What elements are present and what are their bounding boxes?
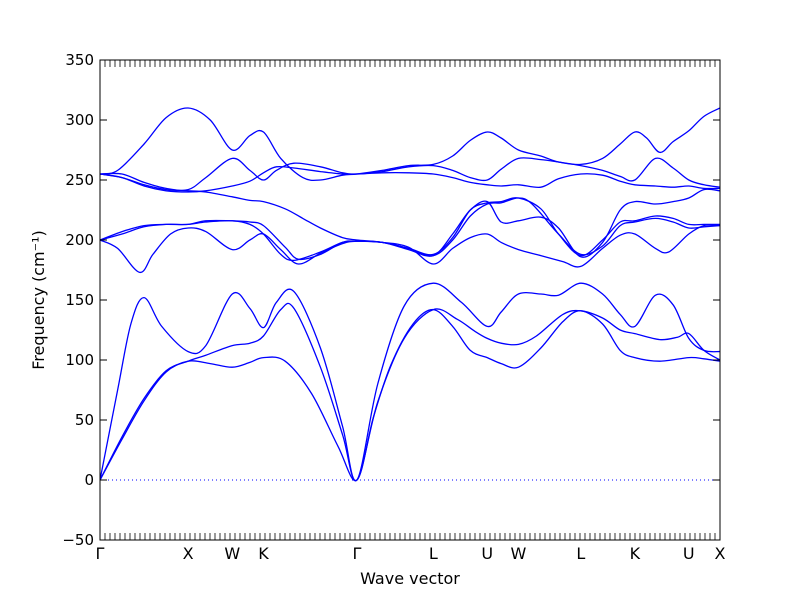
x-tick-label: Γ — [96, 544, 105, 563]
x-tick-label: K — [258, 544, 269, 563]
branch-line-1 — [100, 308, 720, 482]
y-tick-label: 200 — [65, 231, 94, 249]
y-tick-label: 250 — [65, 171, 94, 189]
branch-line-4 — [100, 224, 720, 274]
x-tick-label: X — [183, 544, 194, 563]
plot-frame — [99, 59, 721, 541]
x-tick-label: L — [429, 544, 438, 563]
branch-line-10 — [100, 107, 720, 182]
y-axis-label: Frequency (cm⁻¹) — [29, 230, 48, 369]
branch-line-2 — [100, 302, 720, 482]
y-tick-label: 0 — [84, 471, 94, 489]
x-tick-label: W — [224, 544, 240, 563]
x-tick-label: U — [683, 544, 695, 563]
y-tick-label: 300 — [65, 111, 94, 129]
y-tick-label: 50 — [75, 411, 94, 429]
branch-line-6 — [100, 188, 720, 261]
x-tick-label: Γ — [352, 544, 361, 563]
x-tick-label: K — [630, 544, 641, 563]
branch-line-7 — [100, 165, 720, 193]
x-tick-label: X — [715, 544, 726, 563]
y-tick-label: 350 — [65, 51, 94, 69]
branch-line-8 — [100, 173, 720, 257]
branch-line-9 — [100, 157, 720, 191]
x-axis-label: Wave vector — [360, 569, 460, 588]
y-tick-label: 100 — [65, 351, 94, 369]
branch-line-3 — [100, 282, 720, 482]
x-tick-label: L — [576, 544, 585, 563]
branch-line-5 — [100, 197, 720, 262]
y-tick-label: 150 — [65, 291, 94, 309]
y-tick-label: −50 — [62, 531, 94, 549]
x-tick-label: W — [511, 544, 527, 563]
x-tick-label: U — [481, 544, 493, 563]
